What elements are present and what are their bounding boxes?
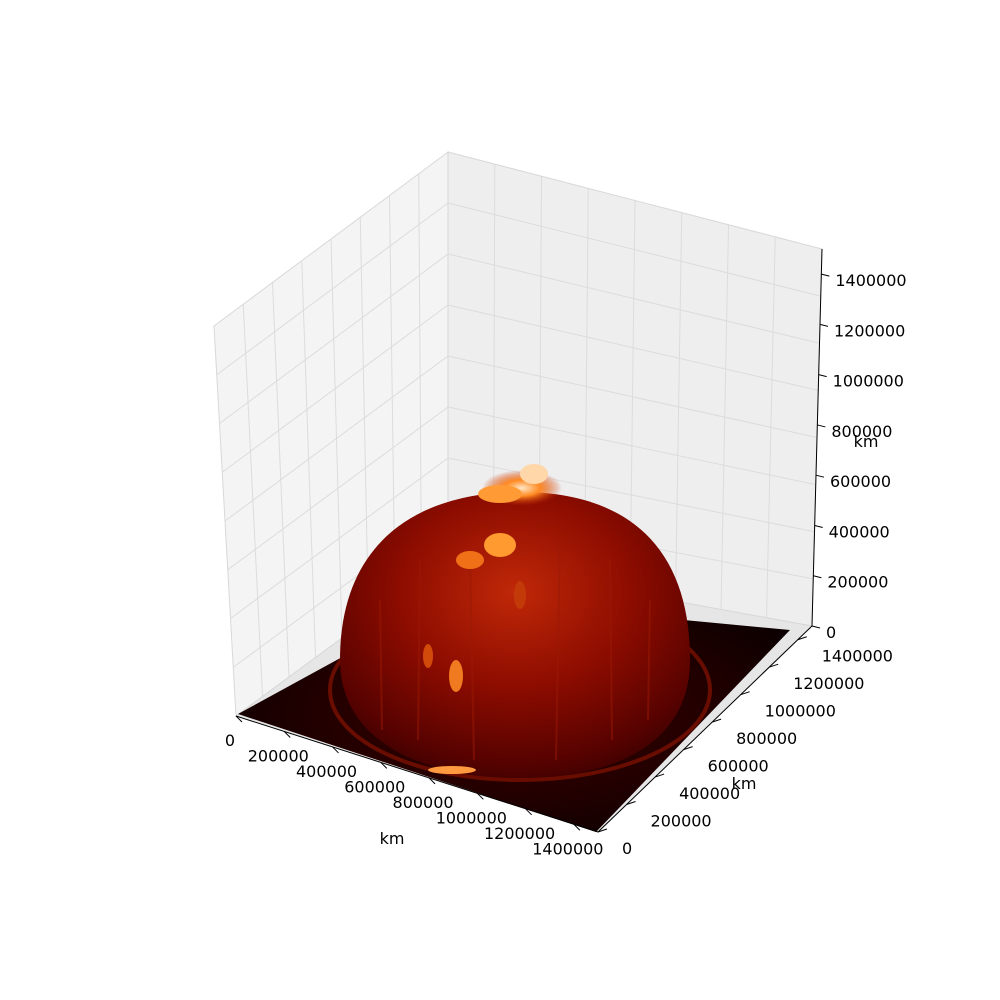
y-tick-mark	[683, 746, 693, 751]
grid-line-right-v	[766, 236, 776, 618]
x-tick-mark	[476, 792, 484, 800]
z-tick-mark	[811, 625, 821, 629]
y-tick-label: 400000	[679, 784, 740, 803]
surface-dome	[340, 492, 690, 778]
y-tick-mark	[654, 773, 665, 778]
surface	[238, 464, 790, 832]
grid-line-right-h	[447, 304, 819, 391]
grid-line-right-h	[447, 253, 820, 344]
y-tick-label: 0	[622, 839, 632, 858]
x-tick-mark	[380, 762, 388, 769]
x-tick-mark	[283, 731, 291, 738]
x-tick-label: 0	[225, 731, 235, 750]
z-axis-line	[811, 248, 823, 627]
x-tick-label: 1000000	[436, 808, 507, 827]
x-tick-mark	[573, 823, 581, 831]
x-axis-ticks: 0 200000400000600000800000100000012000001…	[225, 715, 603, 858]
x-tick-mark	[332, 746, 339, 754]
y-tick-mark	[597, 828, 608, 833]
x-tick-label: 800000	[393, 793, 454, 812]
grid-line-left-h	[216, 202, 449, 376]
y-tick-mark	[740, 691, 750, 696]
surface-bright-spots	[423, 464, 562, 774]
x-tick-mark	[428, 777, 436, 785]
grid-line-right-v	[720, 224, 729, 610]
x-tick-label: 600000	[344, 777, 405, 796]
z-tick-mark	[814, 524, 823, 528]
z-tick-mark	[813, 575, 822, 579]
y-tick-label: 1000000	[765, 702, 836, 721]
z-tick-label: 200000	[827, 573, 888, 592]
y-tick-mark	[797, 636, 807, 641]
z-tick-mark	[815, 474, 825, 478]
y-tick-label: 1400000	[822, 647, 893, 666]
grid-line-left-v	[359, 217, 369, 619]
z-axis-ticks: 0 200000 400000 600000 800000 1000000 1200000 1…	[811, 271, 907, 642]
z-tick-mark	[817, 424, 826, 428]
z-tick-mark	[821, 273, 830, 277]
y-tick-mark	[769, 663, 779, 668]
axis-lines	[235, 248, 823, 833]
y-axis-label: km	[732, 774, 757, 793]
x-tick-label: 200000	[248, 746, 309, 765]
z-tick-label: 1000000	[833, 372, 904, 391]
x-tick-label: 1400000	[532, 839, 603, 858]
x-tick-label: 1200000	[484, 824, 555, 843]
z-tick-label: 400000	[829, 522, 890, 541]
z-tick-label: 1400000	[835, 271, 906, 290]
y-tick-label: 600000	[708, 757, 769, 776]
z-tick-mark	[818, 374, 827, 378]
x-tick-mark	[525, 808, 532, 816]
grid-line-left-h	[224, 355, 449, 522]
grid-line-right-v	[675, 212, 683, 602]
x-tick-mark	[235, 715, 243, 723]
y-tick-label: 800000	[736, 729, 797, 748]
x-axis-label: km	[380, 829, 405, 848]
y-axis-ticks: 0 200000 400000 600000 800000 1000000 1200000 1…	[597, 636, 893, 858]
grid-line-left-h	[221, 304, 449, 473]
grid-line-left-h	[219, 253, 449, 424]
x-tick-label: 400000	[296, 762, 357, 781]
y-tick-label: 1200000	[793, 674, 864, 693]
y-tick-mark	[626, 801, 636, 806]
grid-line-left-v	[418, 173, 422, 580]
z-axis-label: km	[854, 432, 879, 451]
grid-line-right-h	[447, 202, 821, 297]
y-tick-mark	[711, 718, 722, 723]
grid-line-right-h	[447, 355, 818, 438]
z-tick-label: 1200000	[834, 321, 905, 340]
x-axis-line	[235, 715, 599, 833]
z-tick-label: 600000	[830, 472, 891, 491]
z-tick-label: 0	[826, 623, 836, 642]
z-tick-label: 800000	[831, 422, 892, 441]
y-tick-label: 200000	[651, 812, 712, 831]
surface-streaks	[379, 539, 651, 761]
z-tick-mark	[819, 323, 829, 327]
y-axis-line	[597, 625, 813, 833]
